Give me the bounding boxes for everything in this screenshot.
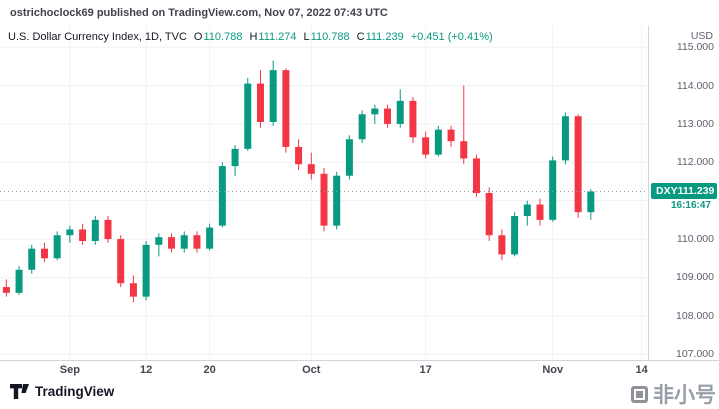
candle-body xyxy=(244,83,252,149)
candle-body xyxy=(409,100,417,138)
time-tick-label: Sep xyxy=(59,364,80,376)
candle-body xyxy=(307,164,315,174)
candle-body xyxy=(422,137,430,155)
candle-body xyxy=(180,235,188,249)
candle-body xyxy=(472,158,480,193)
watermark-text: 非小号 xyxy=(653,384,716,407)
candle-body xyxy=(193,235,201,249)
publish-info-text: ostrichoclock69 published on TradingView… xyxy=(10,7,388,19)
candle-body xyxy=(168,237,176,249)
candle-body xyxy=(66,229,74,236)
price-tick-label: 112.000 xyxy=(676,156,714,169)
candle-body xyxy=(536,204,544,220)
candle-body xyxy=(587,191,595,213)
candle-body xyxy=(434,129,442,155)
ohlc-low: L 110.788 xyxy=(303,31,350,43)
candle-body xyxy=(320,173,328,226)
candle-body xyxy=(206,227,214,249)
candle-body xyxy=(447,129,455,142)
candle-body xyxy=(40,248,48,259)
candle-body xyxy=(282,70,290,147)
candle-body xyxy=(256,83,264,122)
candle-body xyxy=(129,283,137,297)
price-tick-label: 115.000 xyxy=(676,41,714,54)
time-tick-label: 17 xyxy=(419,364,432,376)
price-scale[interactable]: USD 115.000 114.000 113.000 112.000 110.000 1… xyxy=(648,26,719,360)
candle-body xyxy=(295,146,303,165)
candle-body xyxy=(142,244,150,297)
time-tick-label: Nov xyxy=(542,364,564,376)
price-tick-label: 108.000 xyxy=(676,309,714,322)
candle-body xyxy=(333,175,341,226)
tradingview-logo[interactable]: TradingView xyxy=(10,383,114,400)
bar-countdown: 16:16:47 xyxy=(651,198,717,211)
candle-body xyxy=(28,248,36,270)
time-tick-label: 12 xyxy=(139,364,153,376)
price-tick-label: 114.000 xyxy=(676,79,714,92)
publish-info-bar: ostrichoclock69 published on TradingView… xyxy=(0,0,719,26)
candle-body xyxy=(384,108,392,124)
candle-body xyxy=(231,148,239,167)
candle-body xyxy=(511,216,519,255)
time-tick-label: 14 xyxy=(635,364,648,376)
watermark-icon xyxy=(631,385,648,403)
footer-bar: TradingView 非小号 xyxy=(0,379,719,408)
candle-body xyxy=(371,108,379,115)
candle-body xyxy=(523,204,531,217)
candle-body xyxy=(549,160,557,220)
ohlc-high: H 111.274 xyxy=(249,31,297,43)
candle-body xyxy=(218,166,226,226)
candle-body xyxy=(104,219,112,240)
badge-symbol: DXY xyxy=(656,184,678,197)
candle-body xyxy=(15,269,23,293)
price-tick-label: 110.000 xyxy=(676,233,714,246)
tradingview-logo-icon xyxy=(10,384,29,399)
candlestick-chart[interactable] xyxy=(0,26,648,360)
candle-body xyxy=(269,70,277,122)
candle-body xyxy=(396,100,404,124)
time-tick-label: Oct xyxy=(302,364,321,376)
candle-body xyxy=(53,235,61,259)
time-tick-label: 20 xyxy=(203,364,216,376)
last-price-label: DXY 111.239 16:16:47 xyxy=(651,182,717,211)
candle-body xyxy=(117,239,125,284)
candle-body xyxy=(155,237,163,245)
candle-body xyxy=(91,219,99,241)
candle-body xyxy=(2,287,10,293)
ohlc-close: C 111.239 xyxy=(356,31,404,43)
change-value: +0.451 (+0.41%) xyxy=(410,31,493,43)
watermark: 非小号 xyxy=(631,379,716,409)
tradingview-logo-text: TradingView xyxy=(35,384,115,399)
candle-body xyxy=(561,116,569,161)
currency-label: USD xyxy=(690,30,713,42)
candle-body xyxy=(358,114,366,140)
badge-price: 111.239 xyxy=(677,184,715,197)
price-tick-label: 113.000 xyxy=(676,117,714,130)
price-tick-label: 109.000 xyxy=(676,271,714,284)
candle-body xyxy=(498,235,506,255)
time-scale[interactable]: Sep 12 20 Oct 17 Nov 14 xyxy=(0,360,719,379)
candle-body xyxy=(460,141,468,159)
ohlc-open: O 110.788 xyxy=(193,31,243,43)
candle-body xyxy=(79,229,87,241)
symbol-title[interactable]: U.S. Dollar Currency Index, 1D, TVC xyxy=(8,31,187,43)
candle-body xyxy=(485,193,493,236)
chart-plot-area[interactable]: U.S. Dollar Currency Index, 1D, TVC O 110… xyxy=(0,26,648,360)
candle-body xyxy=(574,116,582,213)
chart-legend: U.S. Dollar Currency Index, 1D, TVC O 110… xyxy=(8,31,493,43)
price-badge: DXY 111.239 xyxy=(651,182,717,199)
price-tick-label: 107.000 xyxy=(676,348,714,361)
candle-body xyxy=(345,139,353,176)
